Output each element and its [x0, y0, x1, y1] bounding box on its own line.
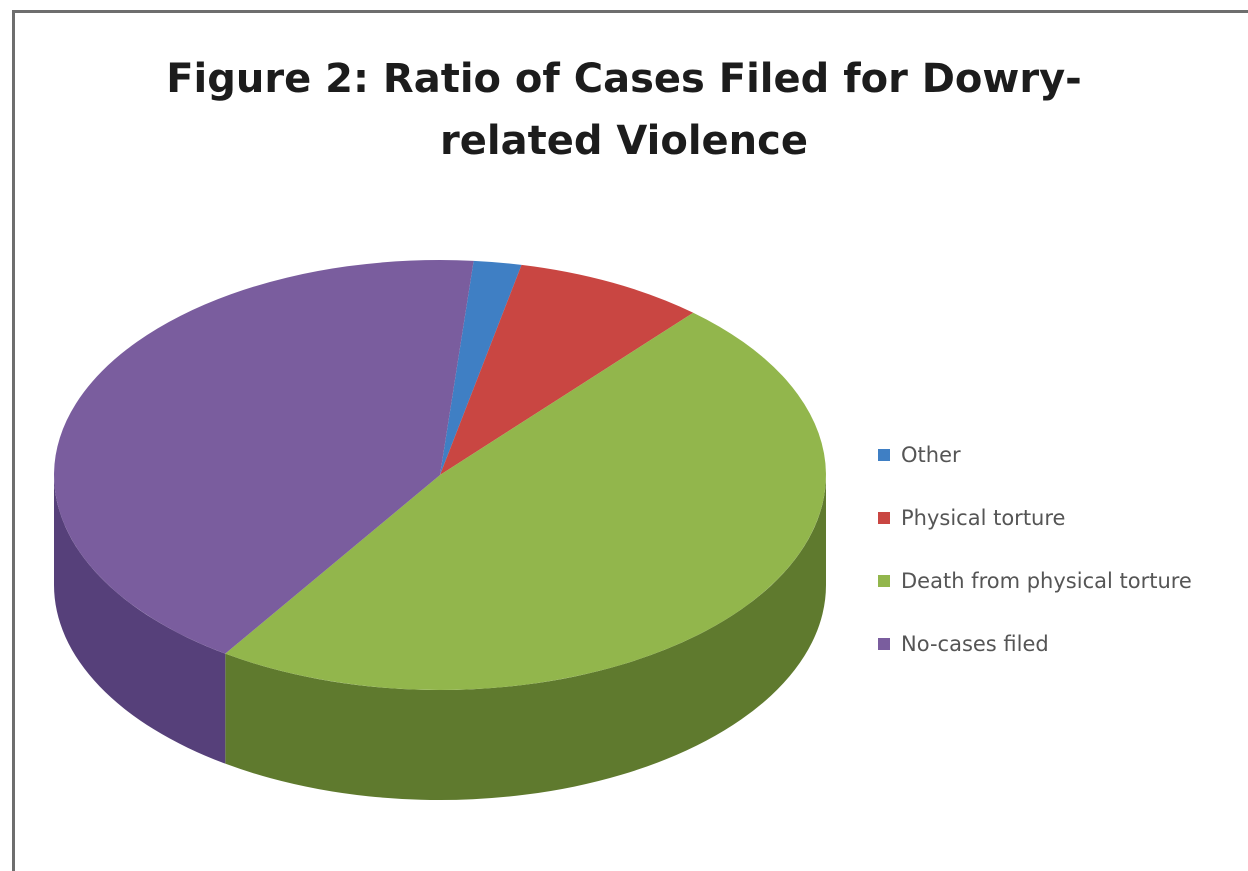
pie-slice-death-from-physical-torture [225, 312, 826, 690]
legend-swatch-death-from-physical-torture [878, 574, 890, 587]
legend-label-death-from-physical-torture: Death from physical torture [901, 568, 1192, 593]
pie-slice-no-cases-filed [54, 260, 474, 654]
legend-label-other: Other [901, 442, 961, 467]
pie-side-death-from-physical-torture [225, 475, 826, 800]
pie-slice-other [440, 260, 522, 475]
legend-swatch-other [878, 448, 890, 461]
pie-slice-physical-torture [440, 264, 694, 475]
chart-title: Figure 2: Ratio of Cases Filed for Dowry… [0, 48, 1248, 172]
legend-item-physical-torture: Physical torture [878, 486, 1238, 549]
legend-label-no-cases-filed: No-cases filed [901, 631, 1049, 656]
chart-title-line-1: Figure 2: Ratio of Cases Filed for Dowry… [166, 56, 1082, 102]
legend-swatch-physical-torture [878, 511, 890, 524]
pie-sides [54, 475, 826, 800]
chart-title-line-2: related Violence [440, 118, 808, 164]
legend-item-death-from-physical-torture: Death from physical torture [878, 549, 1238, 612]
pie-side-no-cases-filed [54, 475, 226, 764]
legend: Other Physical torture Death from physic… [878, 423, 1238, 675]
legend-item-other: Other [878, 423, 1238, 486]
legend-swatch-no-cases-filed [878, 637, 890, 650]
pie-top [54, 260, 826, 690]
legend-item-no-cases-filed: No-cases filed [878, 612, 1238, 675]
legend-label-physical-torture: Physical torture [901, 505, 1066, 530]
